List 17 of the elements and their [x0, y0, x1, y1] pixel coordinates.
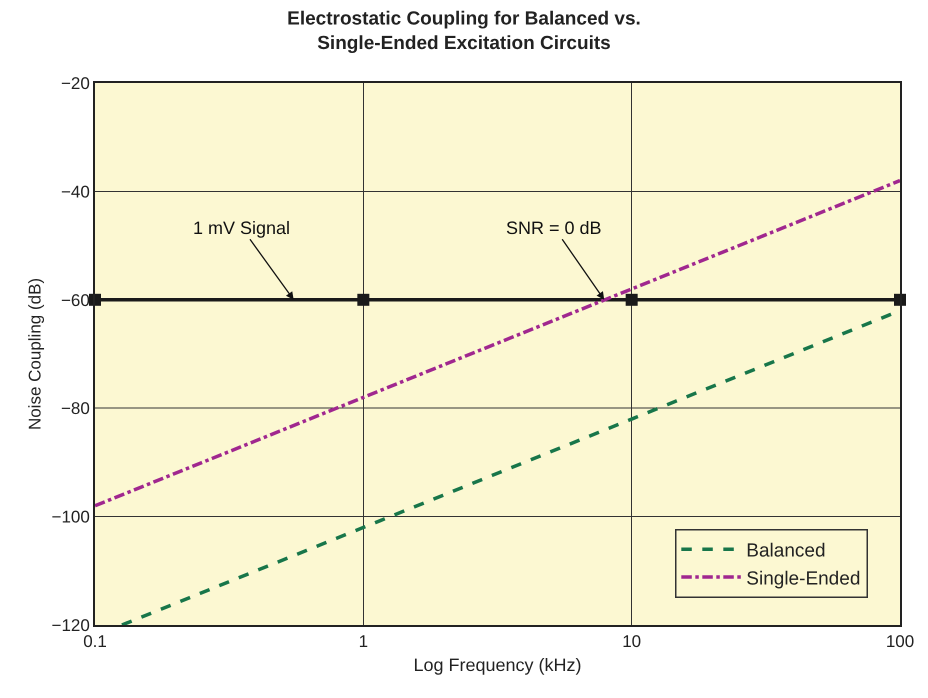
x-tick-label: 100 [886, 632, 914, 652]
legend-label: Single-Ended [746, 568, 860, 590]
y-tick-label: −60 [61, 290, 90, 310]
y-axis-title: Noise Coupling (dB) [26, 278, 45, 430]
y-tick-label: −80 [61, 399, 90, 418]
x-tick-label: 10 [622, 632, 642, 652]
legend-label: Balanced [746, 540, 826, 562]
y-tick-label: −40 [61, 182, 90, 202]
y-tick-label: −120 [52, 616, 90, 635]
x-tick-label: 1 [358, 632, 368, 652]
chart-title: Electrostatic Coupling for Balanced vs. Single-Ended Excitation Circuits [287, 8, 641, 54]
annotation: SNR = 0 dB [506, 218, 602, 238]
x-tick-label: 0.1 [83, 632, 107, 652]
y-tick-label: −100 [52, 508, 90, 527]
y-tick-label: −20 [61, 74, 90, 93]
annotation: 1 mV Signal [193, 218, 290, 238]
x-axis-title: Log Frequency (kHz) [413, 654, 582, 675]
